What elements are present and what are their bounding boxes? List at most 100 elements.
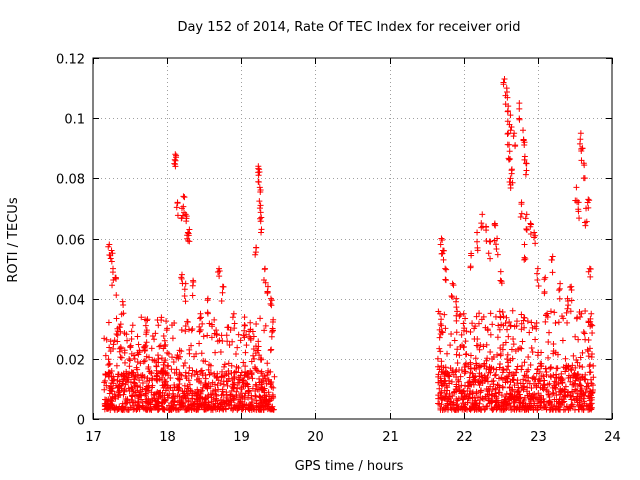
data-point xyxy=(107,338,114,345)
data-point xyxy=(561,393,568,400)
data-point xyxy=(500,341,507,348)
data-point xyxy=(509,386,516,393)
data-point xyxy=(176,347,183,354)
data-point xyxy=(567,308,574,315)
data-point xyxy=(163,327,170,334)
data-point xyxy=(522,215,529,222)
data-point xyxy=(520,314,527,321)
data-point xyxy=(436,385,443,392)
data-point xyxy=(574,359,581,366)
data-point xyxy=(518,345,525,352)
data-point xyxy=(569,401,576,408)
data-point xyxy=(472,373,479,380)
data-point xyxy=(207,362,214,369)
data-point xyxy=(269,319,276,326)
data-point xyxy=(114,377,121,384)
data-point xyxy=(249,385,256,392)
data-point xyxy=(442,325,449,332)
x-axis-title: GPS time / hours xyxy=(295,459,404,474)
data-point xyxy=(111,337,118,344)
data-point xyxy=(569,373,576,380)
data-point xyxy=(454,401,461,408)
data-point xyxy=(257,187,264,194)
data-point xyxy=(489,321,496,328)
data-point xyxy=(506,394,513,401)
data-point xyxy=(460,327,467,334)
data-point xyxy=(517,399,524,406)
data-point xyxy=(434,355,441,362)
data-point xyxy=(519,362,526,369)
y-tick-label: 0 xyxy=(77,414,85,429)
data-point xyxy=(229,314,236,321)
data-point xyxy=(143,353,150,360)
data-point xyxy=(504,351,511,358)
data-point xyxy=(118,311,125,318)
data-point xyxy=(176,397,183,404)
data-point xyxy=(185,370,192,377)
data-point xyxy=(587,369,594,376)
data-point xyxy=(205,380,212,387)
data-point xyxy=(231,401,238,408)
data-point xyxy=(169,387,176,394)
data-point xyxy=(211,370,218,377)
data-point xyxy=(535,390,542,397)
data-point xyxy=(103,382,110,389)
data-point xyxy=(523,167,530,174)
data-point xyxy=(562,355,569,362)
data-point xyxy=(162,387,169,394)
data-point xyxy=(136,377,143,384)
data-point xyxy=(501,406,508,413)
data-point xyxy=(255,178,262,185)
data-point xyxy=(262,322,269,329)
data-point xyxy=(120,376,127,383)
data-point xyxy=(443,368,450,375)
data-point xyxy=(257,215,264,222)
data-point xyxy=(105,319,112,326)
data-point xyxy=(487,255,494,262)
data-point xyxy=(242,363,249,370)
data-point xyxy=(267,295,274,302)
data-point xyxy=(483,357,490,364)
data-point xyxy=(568,396,575,403)
data-point xyxy=(494,351,501,358)
data-point xyxy=(474,238,481,245)
data-point xyxy=(242,381,249,388)
data-point xyxy=(575,336,582,343)
data-point xyxy=(526,329,533,336)
data-point xyxy=(219,388,226,395)
data-point xyxy=(197,310,204,317)
data-point xyxy=(147,400,154,407)
data-point xyxy=(471,404,478,411)
data-point xyxy=(495,322,502,329)
data-point xyxy=(490,354,497,361)
data-point xyxy=(586,363,593,370)
data-point xyxy=(510,341,517,348)
data-point xyxy=(576,381,583,388)
data-point xyxy=(482,324,489,331)
data-point xyxy=(505,333,512,340)
data-point xyxy=(517,213,524,220)
data-point xyxy=(211,381,218,388)
data-point xyxy=(256,393,263,400)
data-point xyxy=(579,145,586,152)
data-point xyxy=(196,394,203,401)
data-point xyxy=(126,387,133,394)
data-point xyxy=(542,274,549,281)
data-point xyxy=(551,378,558,385)
data-point xyxy=(485,369,492,376)
data-point xyxy=(473,365,480,372)
data-point xyxy=(216,267,223,274)
data-point xyxy=(181,194,188,201)
data-point xyxy=(585,353,592,360)
data-point xyxy=(135,393,142,400)
data-point xyxy=(105,369,112,376)
data-point xyxy=(576,140,583,147)
data-point xyxy=(506,141,513,148)
data-point xyxy=(443,266,450,273)
data-point xyxy=(463,360,470,367)
data-point xyxy=(439,237,446,244)
data-point xyxy=(123,377,130,384)
data-point xyxy=(162,378,169,385)
data-point xyxy=(205,392,212,399)
data-point xyxy=(154,352,161,359)
